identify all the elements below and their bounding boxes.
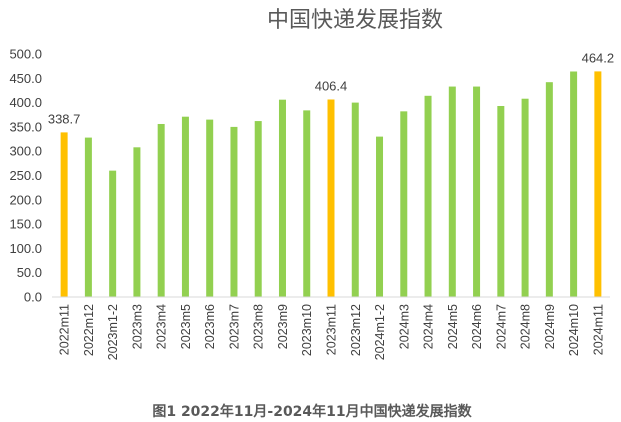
bar	[473, 86, 481, 297]
chart-caption: 图1 2022年11月-2024年11月中国快递发展指数	[152, 403, 472, 420]
x-tick-label: 2023m5	[179, 304, 193, 349]
bar	[206, 119, 214, 297]
bar	[157, 123, 165, 297]
bar	[133, 147, 141, 297]
bars	[60, 71, 602, 298]
x-tick-label: 2023m12	[349, 304, 363, 356]
bar	[570, 71, 578, 297]
y-tick-label: 100.0	[9, 241, 42, 256]
x-tick-label: 2022m11	[58, 304, 72, 355]
y-tick-label: 250.0	[9, 168, 42, 183]
x-tick-label: 2024m9	[543, 304, 557, 349]
x-axis: 2022m11 2022m12 2023m1-2 2023m3 2023m4 2023m5…	[52, 296, 610, 360]
x-tick-label: 2024m10	[567, 304, 581, 356]
bar	[448, 86, 456, 297]
bar	[84, 137, 92, 297]
bar	[594, 71, 602, 297]
bar	[424, 95, 432, 298]
y-tick-label: 500.0	[9, 47, 42, 62]
x-tick-label: 2024m1-2	[373, 304, 387, 360]
y-tick-label: 300.0	[9, 144, 42, 159]
x-tick-label: 2023m8	[252, 304, 266, 349]
bar	[278, 99, 286, 298]
bar	[303, 110, 311, 297]
bar	[400, 111, 408, 298]
bar	[351, 102, 359, 297]
x-tick-label: 2022m12	[82, 304, 96, 356]
x-tick-label: 2024m5	[446, 304, 460, 349]
y-tick-label: 350.0	[9, 119, 42, 134]
y-tick-label: 150.0	[9, 217, 42, 232]
y-tick-label: 50.0	[17, 265, 42, 280]
y-tick-label: 450.0	[9, 71, 42, 86]
bar	[60, 132, 68, 297]
chart-title: 中国快递发展指数	[267, 8, 443, 33]
bar	[181, 116, 189, 297]
x-tick-label: 2024m4	[422, 304, 436, 349]
data-label: 338.7	[48, 111, 81, 126]
x-tick-label: 2023m10	[300, 304, 314, 356]
data-labels: 338.7 406.4 464.2	[48, 50, 614, 126]
bar	[230, 126, 238, 298]
bar	[497, 106, 505, 297]
x-tick-label: 2024m7	[494, 304, 508, 349]
y-tick-label: 200.0	[9, 192, 42, 207]
x-tick-label: 2023m3	[130, 304, 144, 349]
bar	[254, 121, 262, 298]
x-tick-label: 2024m3	[397, 304, 411, 349]
y-tick-label: 0.0	[24, 290, 42, 305]
x-tick-label: 2023m11	[325, 304, 339, 355]
bar	[109, 170, 117, 297]
y-axis: 0.0 50.0 100.0 150.0 200.0 250.0 300.0 350.0 400…	[9, 47, 42, 305]
data-label: 464.2	[582, 50, 615, 65]
x-tick-label: 2023m9	[276, 304, 290, 349]
bar	[327, 99, 335, 298]
bar	[376, 136, 384, 297]
x-tick-label: 2023m4	[155, 304, 169, 349]
x-tick-label: 2024m6	[470, 304, 484, 349]
bar	[545, 82, 553, 297]
bar	[521, 98, 529, 297]
x-tick-label: 2024m11	[591, 304, 605, 355]
data-label: 406.4	[315, 78, 348, 93]
x-tick-label: 2023m1-2	[106, 304, 120, 360]
x-tick-label: 2023m6	[203, 304, 217, 349]
x-tick-label: 2023m7	[227, 304, 241, 349]
y-tick-label: 400.0	[9, 95, 42, 110]
x-tick-label: 2024m8	[519, 304, 533, 349]
